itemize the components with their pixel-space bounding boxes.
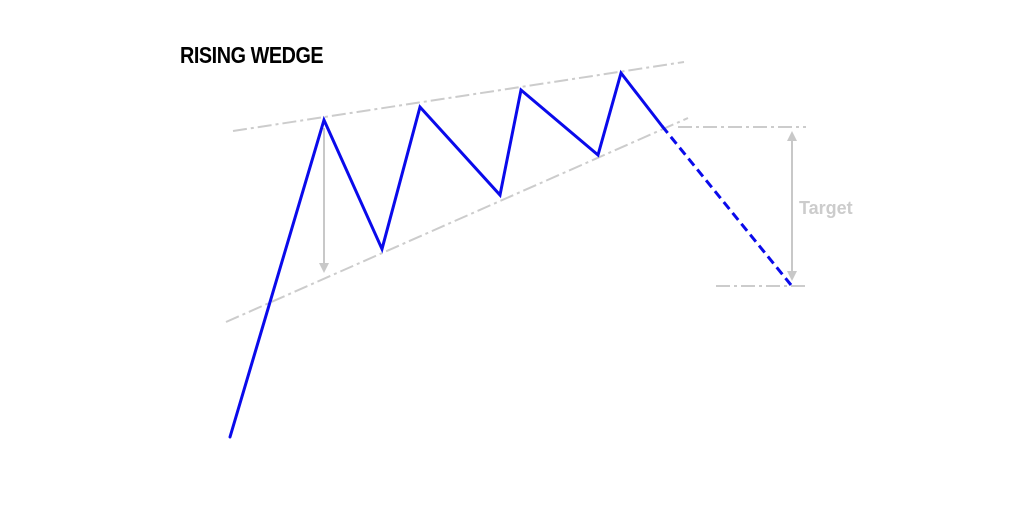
price-path [228,69,664,439]
upper-trendline [232,61,685,132]
projected-breakdown-path [660,125,793,286]
diagram-title: RISING WEDGE [180,42,324,68]
lower-trendline [225,117,689,323]
target-label: Target [799,198,853,218]
